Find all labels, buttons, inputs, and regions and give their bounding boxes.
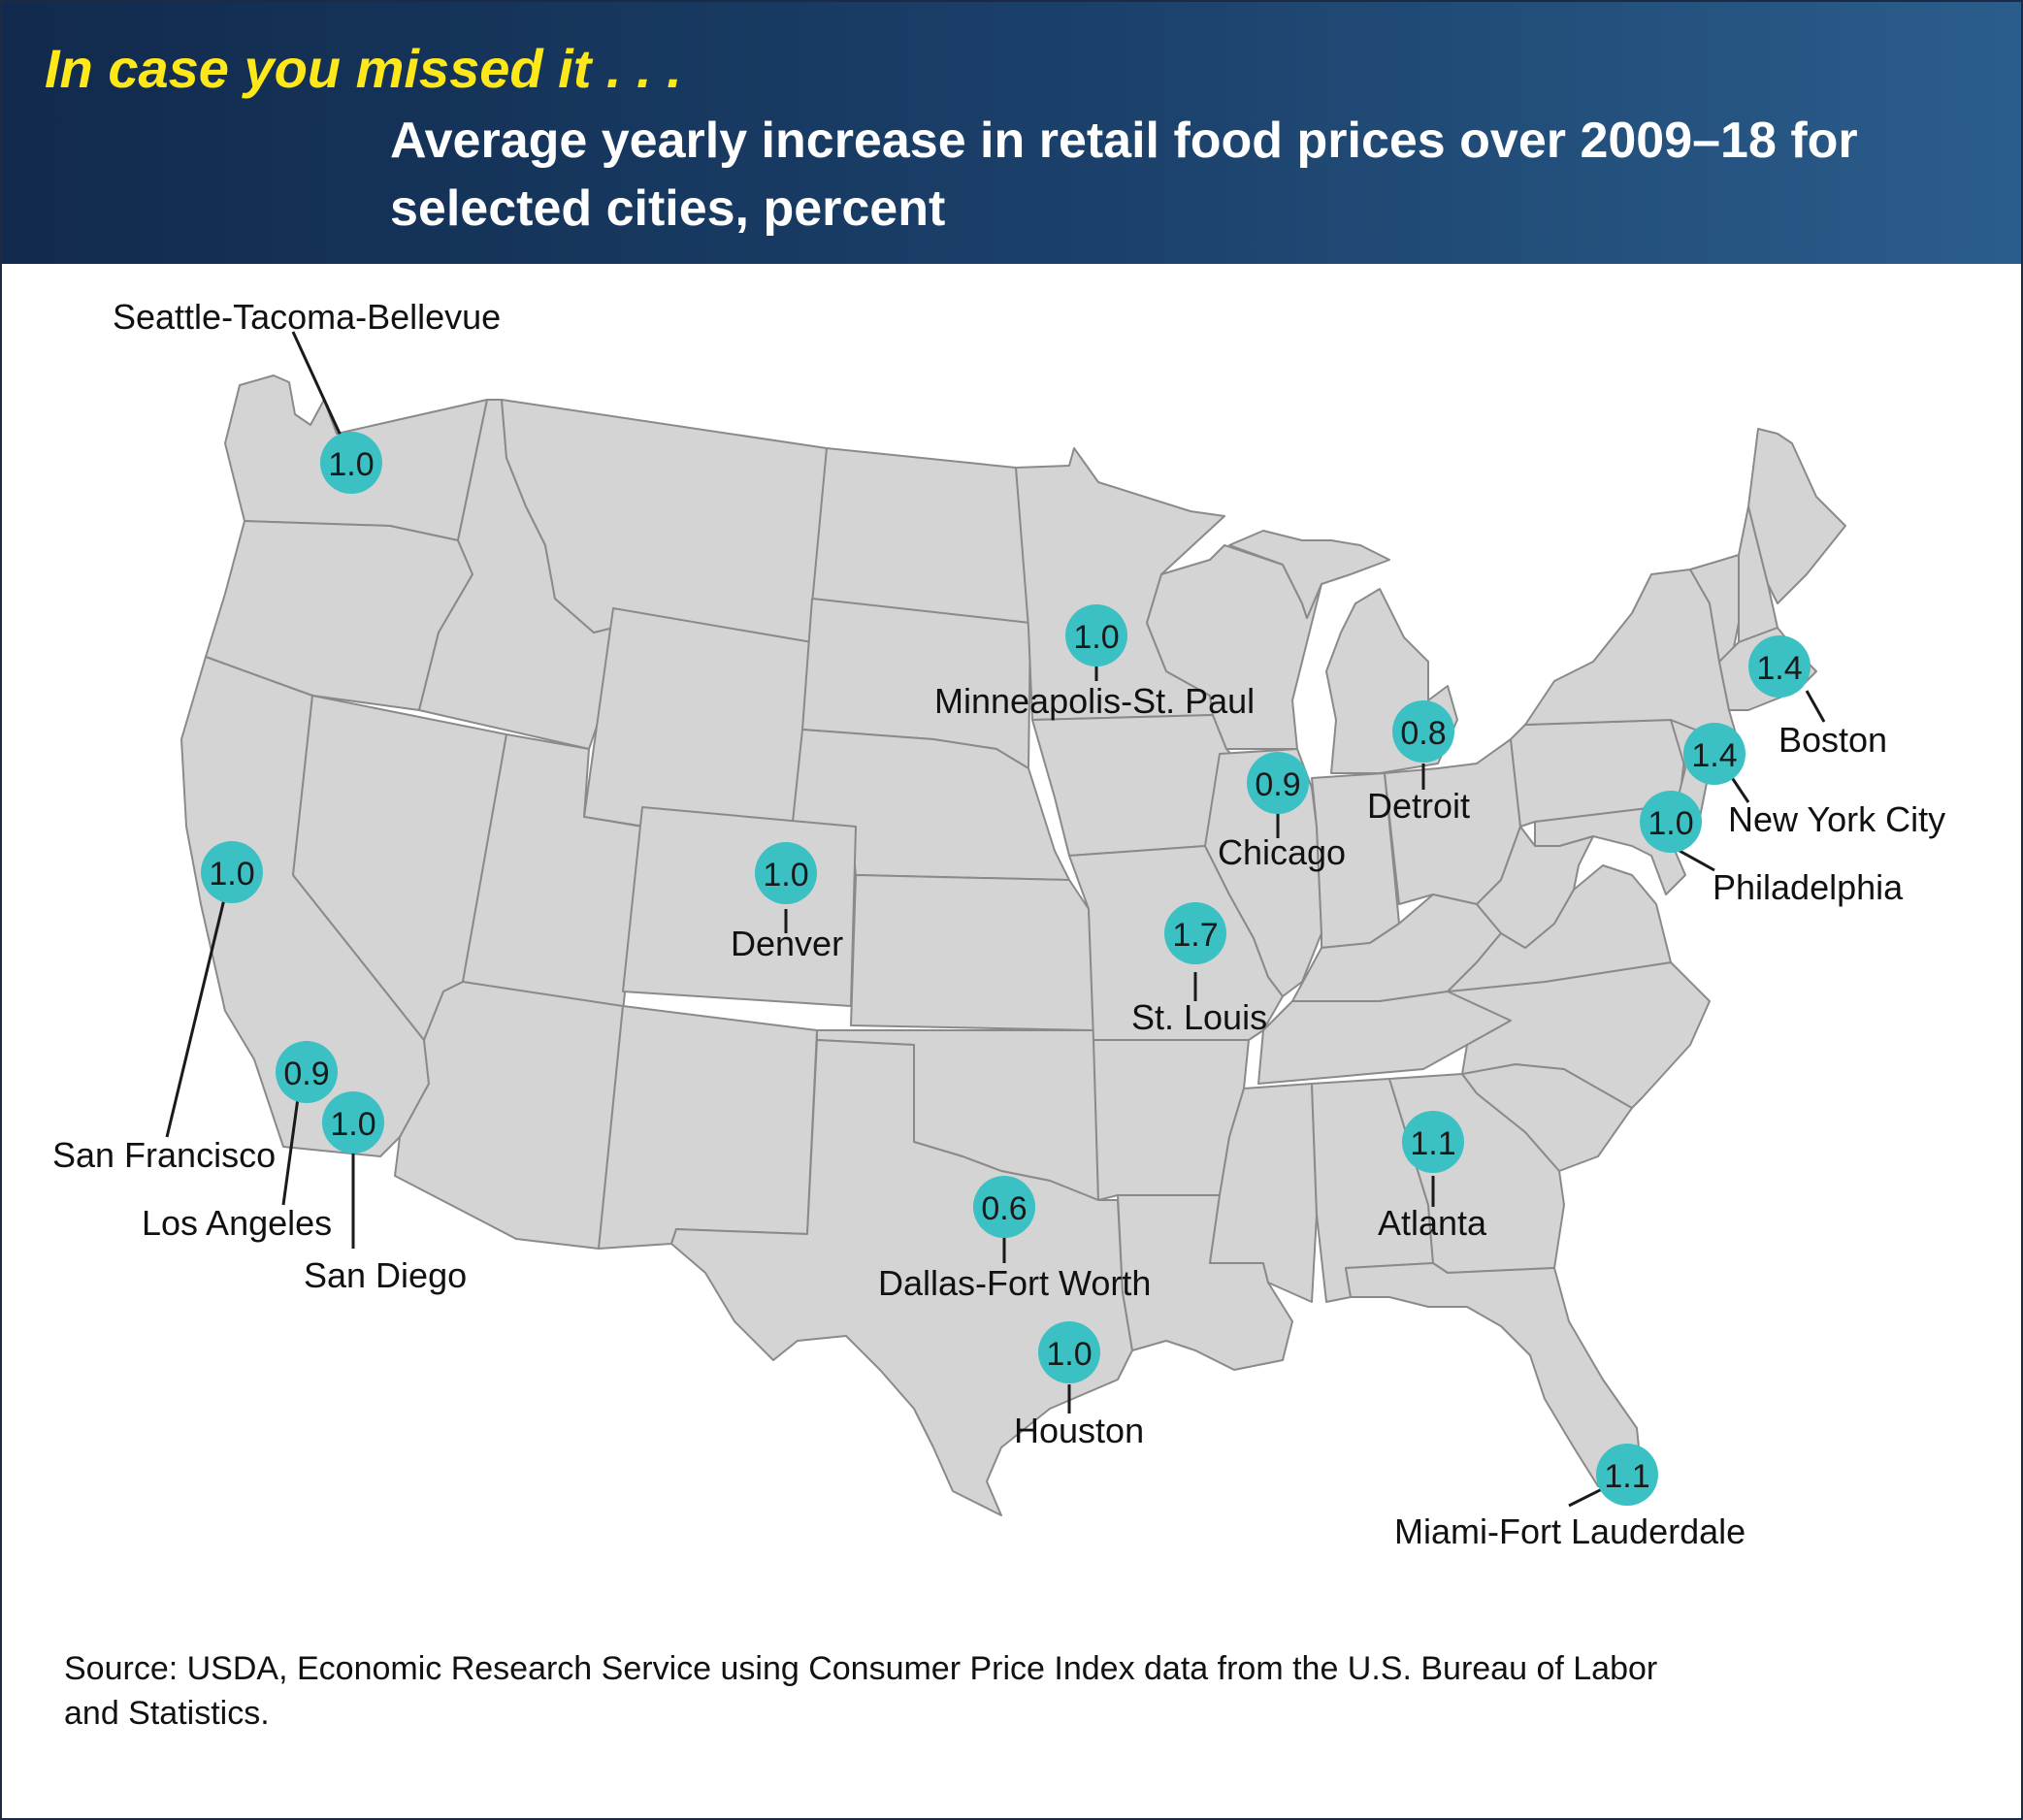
marker-houston: 1.0 (1038, 1321, 1100, 1383)
leader-lines (165, 331, 1826, 1508)
label-boston: Boston (1778, 720, 1888, 760)
city-markers: 1.0 1.0 0.9 1.0 1.0 1.0 0.6 1.0 1.7 0.9 … (201, 432, 1811, 1506)
marker-chicago: 0.9 (1247, 752, 1309, 814)
value-minneapolis: 1.0 (1073, 619, 1119, 656)
leader-seattle (291, 331, 348, 449)
states-layer (180, 374, 1846, 1516)
marker-detroit: 0.8 (1392, 700, 1454, 763)
marker-new-york: 1.4 (1683, 723, 1746, 785)
state-illinois (1204, 748, 1322, 997)
label-chicago: Chicago (1218, 832, 1347, 872)
leader-boston (1805, 690, 1826, 723)
label-san-francisco: San Francisco (52, 1135, 277, 1175)
label-philadelphia: Philadelphia (1713, 867, 1904, 907)
label-st-louis: St. Louis (1131, 997, 1268, 1037)
marker-minneapolis: 1.0 (1065, 604, 1127, 666)
value-st-louis: 1.7 (1172, 917, 1218, 954)
value-philadelphia: 1.0 (1648, 805, 1693, 842)
marker-atlanta: 1.1 (1402, 1111, 1464, 1173)
value-new-york: 1.4 (1691, 737, 1737, 774)
label-san-diego: San Diego (304, 1255, 468, 1295)
label-houston: Houston (1014, 1411, 1145, 1450)
value-seattle: 1.0 (328, 446, 374, 483)
value-atlanta: 1.1 (1410, 1125, 1455, 1162)
state-north-dakota (811, 447, 1031, 629)
state-colorado (622, 806, 857, 1007)
state-west-virginia (1476, 826, 1594, 949)
marker-los-angeles: 0.9 (276, 1041, 338, 1103)
value-detroit: 0.8 (1400, 715, 1446, 752)
source-note: Source: USDA, Economic Research Service … (64, 1650, 1658, 1732)
marker-philadelphia: 1.0 (1640, 791, 1702, 853)
marker-seattle: 1.0 (320, 432, 382, 494)
marker-st-louis: 1.7 (1164, 902, 1226, 964)
label-los-angeles: Los Angeles (142, 1203, 333, 1243)
header-banner: In case you missed it . . . Average year… (2, 2, 2021, 264)
value-houston: 1.0 (1046, 1336, 1092, 1373)
leader-los-angeles (281, 1097, 300, 1206)
state-new-mexico (598, 1005, 818, 1250)
leader-san-francisco (165, 874, 232, 1138)
label-dallas: Dallas-Fort Worth (878, 1263, 1152, 1303)
state-michigan-upper (1228, 530, 1390, 619)
value-denver: 1.0 (763, 857, 808, 894)
marker-miami: 1.1 (1596, 1444, 1658, 1506)
marker-san-francisco: 1.0 (201, 841, 263, 903)
state-kansas (850, 874, 1094, 1031)
state-florida (1345, 1262, 1643, 1502)
label-seattle: Seattle-Tacoma-Bellevue (113, 297, 502, 337)
marker-boston: 1.4 (1748, 635, 1811, 698)
state-texas (670, 1039, 1133, 1516)
label-miami: Miami-Fort Lauderdale (1394, 1511, 1746, 1551)
label-minneapolis: Minneapolis-St. Paul (934, 681, 1256, 721)
value-dallas: 0.6 (981, 1190, 1027, 1227)
marker-denver: 1.0 (755, 842, 817, 904)
value-san-francisco: 1.0 (209, 856, 254, 893)
value-boston: 1.4 (1756, 650, 1802, 687)
value-chicago: 0.9 (1255, 766, 1300, 803)
value-los-angeles: 0.9 (283, 1056, 329, 1092)
chart-title: Average yearly increase in retail food p… (390, 113, 1858, 237)
label-denver: Denver (731, 924, 844, 963)
label-detroit: Detroit (1367, 786, 1471, 826)
label-new-york: New York City (1728, 799, 1946, 839)
value-miami: 1.1 (1604, 1458, 1649, 1495)
state-virginia (1447, 864, 1672, 992)
marker-san-diego: 1.0 (322, 1091, 384, 1154)
marker-dallas: 0.6 (973, 1176, 1035, 1238)
kicker-text: In case you missed it . . . (45, 38, 682, 99)
state-maine (1747, 428, 1846, 604)
state-new-hampshire (1738, 505, 1778, 643)
label-atlanta: Atlanta (1378, 1203, 1487, 1243)
value-san-diego: 1.0 (330, 1106, 375, 1143)
